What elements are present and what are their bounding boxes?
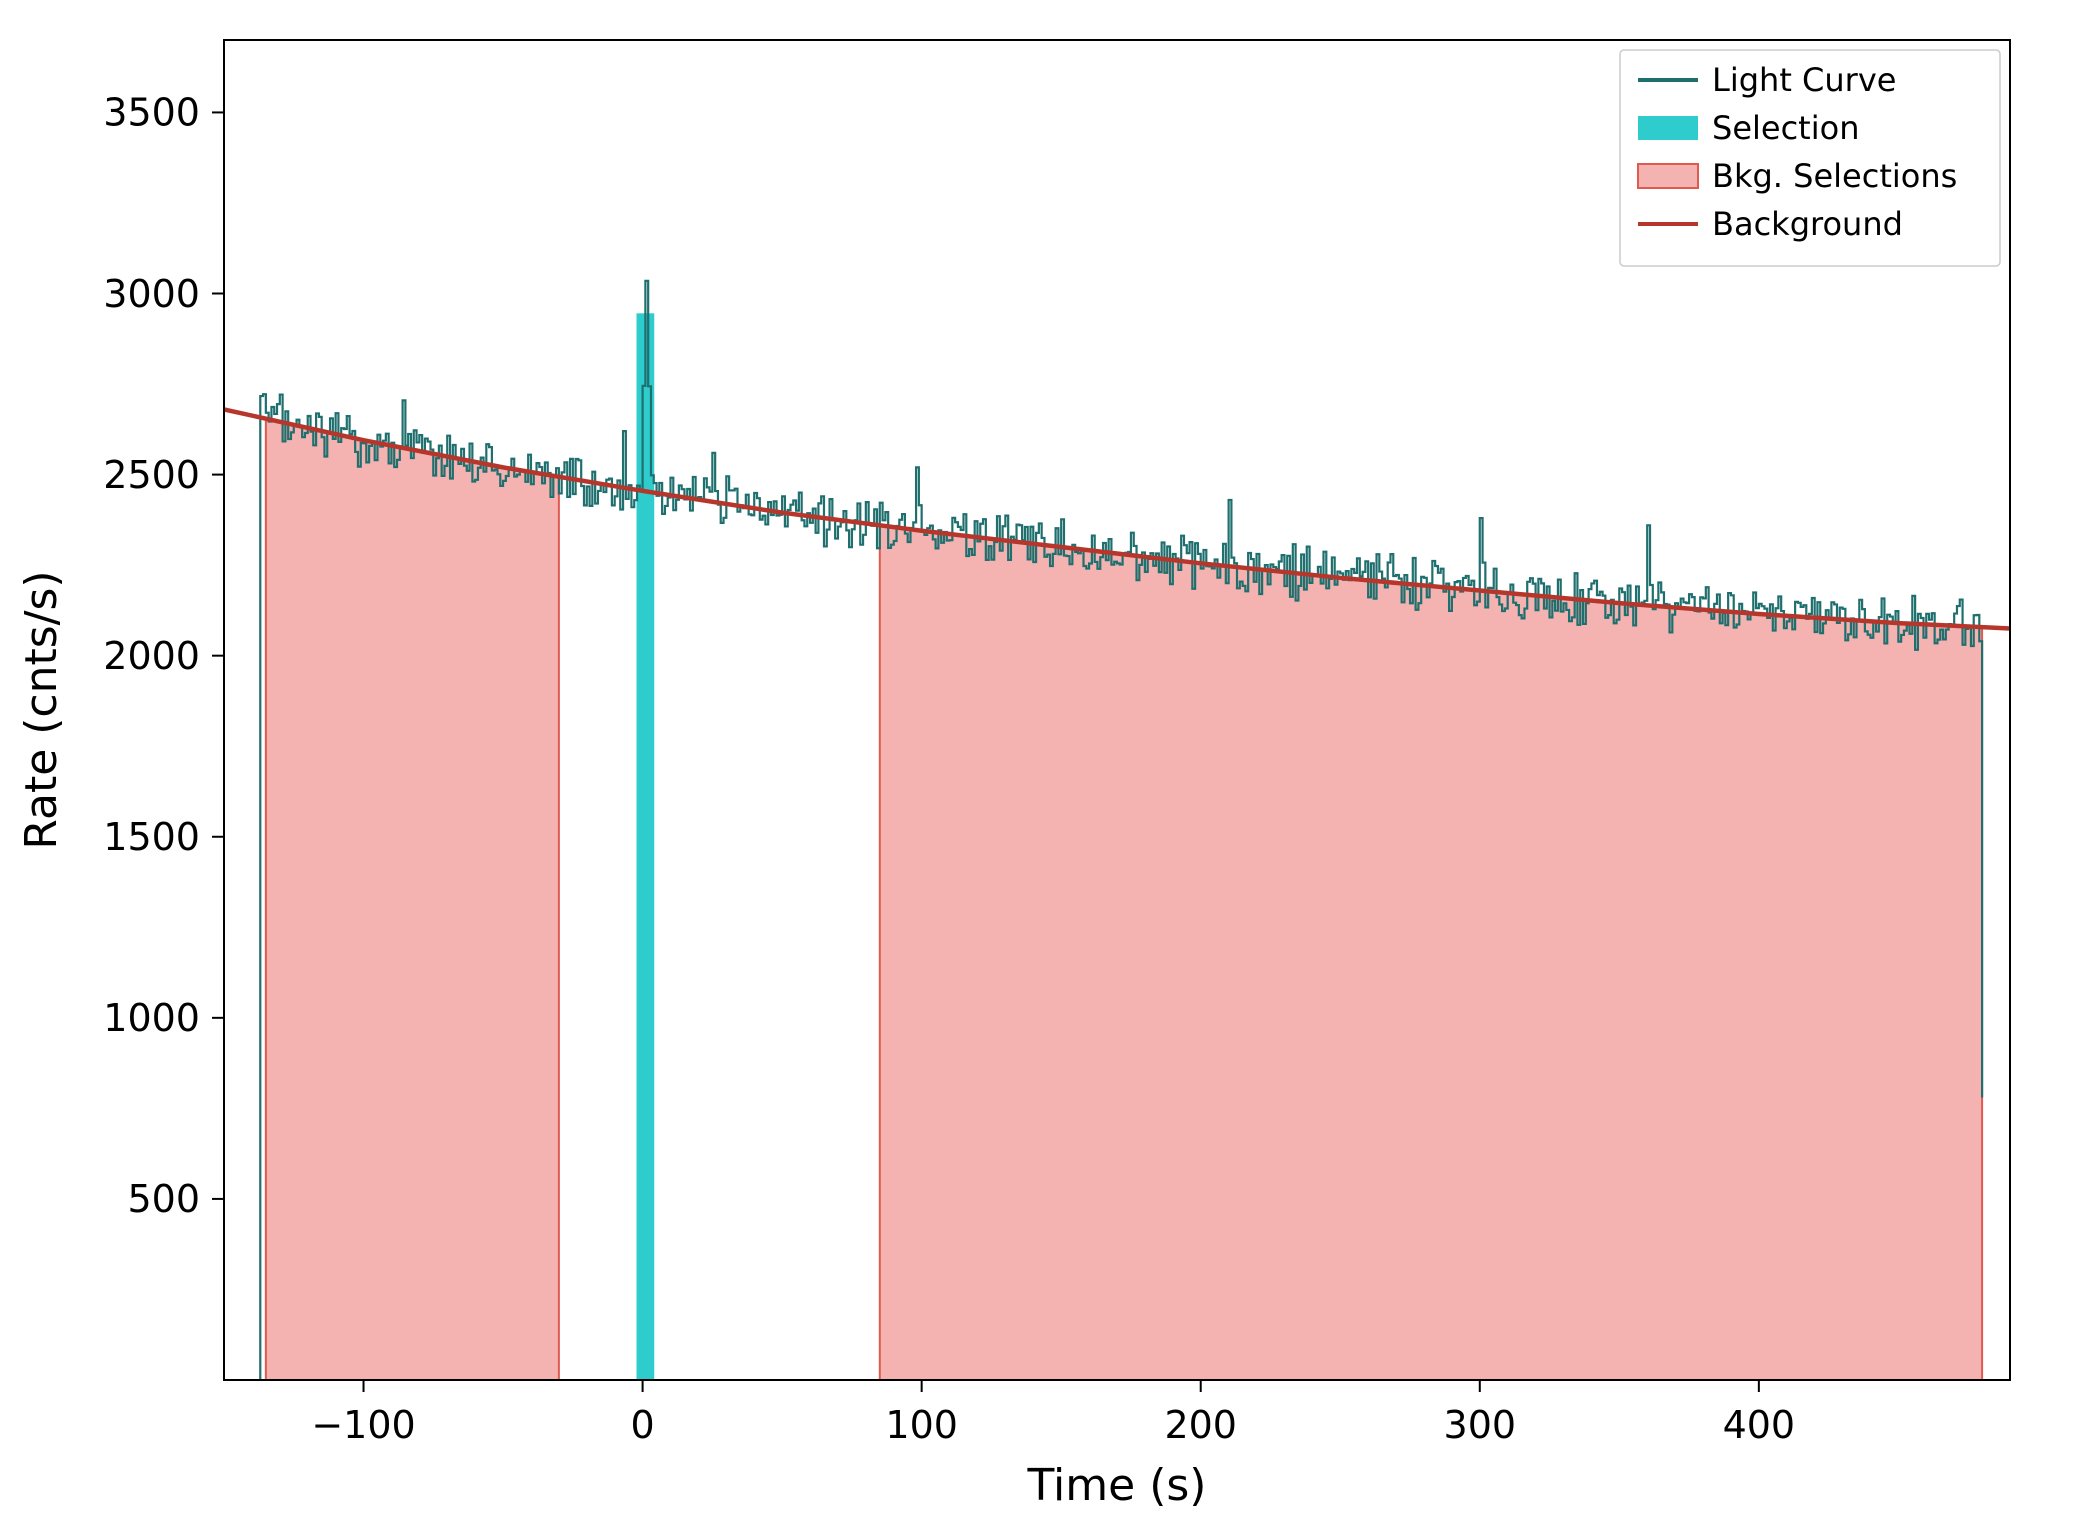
x-axis-label: Time (s): [1027, 1460, 1207, 1511]
ytick-label: 2000: [103, 634, 200, 678]
legend-label: Light Curve: [1712, 61, 1896, 99]
bkg-selection-0: [266, 419, 559, 1380]
chart-svg: −100 0 100 200 300 400 500 1000 1500 2000 2500 3000…: [0, 0, 2074, 1540]
xtick-label: 300: [1444, 1403, 1517, 1447]
xtick-label: 200: [1164, 1403, 1237, 1447]
ytick-label: 3500: [103, 91, 200, 135]
xtick-label: 0: [631, 1403, 655, 1447]
xtick-label: −100: [311, 1403, 415, 1447]
legend-swatch-patch: [1638, 116, 1698, 140]
xtick-label: 100: [885, 1403, 958, 1447]
legend-swatch-patch: [1638, 164, 1698, 188]
ytick-label: 1000: [103, 996, 200, 1040]
xtick-label: 400: [1723, 1403, 1796, 1447]
ytick-label: 3000: [103, 272, 200, 316]
legend-label: Bkg. Selections: [1712, 157, 1957, 195]
chart-container: −100 0 100 200 300 400 500 1000 1500 2000 2500 3000…: [0, 0, 2074, 1540]
ytick-label: 1500: [103, 815, 200, 859]
bkg-selection-1: [880, 525, 1982, 1380]
ytick-label: 500: [127, 1177, 200, 1221]
y-axis-label: Rate (cnts/s): [16, 570, 67, 849]
legend: Light Curve Selection Bkg. Selections Backg…: [1620, 50, 2000, 266]
ytick-label: 2500: [103, 453, 200, 497]
legend-label: Selection: [1712, 109, 1859, 147]
legend-label: Background: [1712, 205, 1903, 243]
